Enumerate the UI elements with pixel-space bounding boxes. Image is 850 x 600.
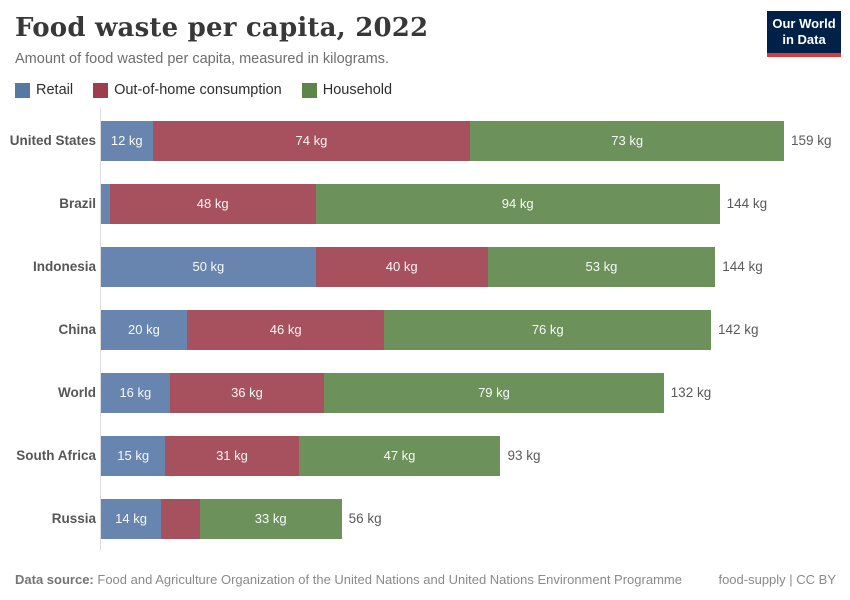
stacked-bar-chart: United States 12 kg 74 kg 73 kg 159 kg Brazil… xyxy=(0,109,850,550)
bar-total-label: 132 kg xyxy=(670,385,712,400)
bar-value-label: 46 kg xyxy=(269,322,302,337)
country-label: Russia xyxy=(51,511,96,526)
owid-logo: Our World in Data xyxy=(767,11,841,57)
bar-segment-household: 73 kg xyxy=(470,120,784,161)
legend-item-retail: Retail xyxy=(15,82,73,98)
bar-segment-retail: 12 kg xyxy=(101,120,153,161)
bar-value-label: 20 kg xyxy=(128,322,160,337)
bar-segment-household: 76 kg xyxy=(384,309,711,350)
bar-value-label: 14 kg xyxy=(115,511,147,526)
bar-segment-household: 94 kg xyxy=(315,183,720,224)
chart-legend: Retail Out-of-home consumption Household xyxy=(15,82,392,98)
bar-segment-out-of-home-consumption: 31 kg xyxy=(165,435,299,476)
legend-item-out-of-home-consumption: Out-of-home consumption xyxy=(93,82,282,98)
bar-value-label: 53 kg xyxy=(585,259,618,274)
legend-label: Household xyxy=(322,82,393,98)
bar-segment-out-of-home-consumption xyxy=(161,498,200,539)
bar-segment-out-of-home-consumption: 36 kg xyxy=(169,372,325,413)
chart-row-world: World 16 kg 36 kg 79 kg 132 kg xyxy=(0,361,850,424)
bar-value-label: 74 kg xyxy=(295,133,328,148)
bar-value-label: 50 kg xyxy=(192,259,225,274)
bar-segment-household: 79 kg xyxy=(324,372,664,413)
data-source-label: Data source: xyxy=(15,572,94,587)
page-title: Food waste per capita, 2022 xyxy=(15,13,429,43)
bar-total-label: 142 kg xyxy=(717,322,759,337)
owid-logo-line1: Our World xyxy=(772,16,836,31)
stacked-bar: 15 kg 31 kg 47 kg xyxy=(101,435,501,476)
data-source-text: Data source: Food and Agriculture Organi… xyxy=(15,572,682,587)
bar-segment-household: 33 kg xyxy=(199,498,342,539)
bar-total-label: 93 kg xyxy=(507,448,541,463)
bar-total-label: 56 kg xyxy=(348,511,382,526)
y-axis-line xyxy=(100,108,101,550)
bar-segment-out-of-home-consumption: 40 kg xyxy=(315,246,488,287)
bar-segment-out-of-home-consumption: 46 kg xyxy=(186,309,385,350)
stacked-bar: 14 kg 33 kg xyxy=(101,498,342,539)
stacked-bar: 20 kg 46 kg 76 kg xyxy=(101,309,711,350)
bar-segment-out-of-home-consumption: 48 kg xyxy=(109,183,316,224)
bar-value-label: 33 kg xyxy=(254,511,287,526)
bar-value-label: 48 kg xyxy=(196,196,229,211)
country-label: World xyxy=(58,385,96,400)
chart-row-brazil: Brazil 48 kg 94 kg 144 kg xyxy=(0,172,850,235)
legend-swatch-out-of-home-consumption xyxy=(93,82,109,98)
country-label: China xyxy=(58,322,96,337)
bar-value-label: 36 kg xyxy=(231,385,263,400)
bar-total-label: 144 kg xyxy=(726,196,768,211)
data-source-value: Food and Agriculture Organization of the… xyxy=(97,572,682,587)
chart-row-indonesia: Indonesia 50 kg 40 kg 53 kg 144 kg xyxy=(0,235,850,298)
country-label: Brazil xyxy=(59,196,96,211)
bar-segment-out-of-home-consumption: 74 kg xyxy=(152,120,471,161)
chart-row-russia: Russia 14 kg 33 kg 56 kg xyxy=(0,487,850,550)
chart-subtitle: Amount of food wasted per capita, measur… xyxy=(15,51,389,67)
legend-swatch-household xyxy=(301,82,317,98)
bar-value-label: 76 kg xyxy=(531,322,564,337)
chart-row-south-africa: South Africa 15 kg 31 kg 47 kg 93 kg xyxy=(0,424,850,487)
country-label: United States xyxy=(9,133,96,148)
bar-segment-retail: 50 kg xyxy=(101,246,316,287)
bar-value-label: 31 kg xyxy=(216,448,248,463)
legend-swatch-retail xyxy=(15,82,30,98)
country-label: Indonesia xyxy=(32,259,96,274)
stacked-bar: 48 kg 94 kg xyxy=(101,183,720,224)
bar-segment-retail: 20 kg xyxy=(101,309,187,350)
bar-value-label: 79 kg xyxy=(478,385,510,400)
bar-value-label: 47 kg xyxy=(383,448,416,463)
chart-footer: Data source: Food and Agriculture Organi… xyxy=(15,572,836,587)
bar-value-label: 40 kg xyxy=(385,259,418,274)
stacked-bar: 50 kg 40 kg 53 kg xyxy=(101,246,716,287)
bar-segment-retail: 15 kg xyxy=(101,435,166,476)
owid-logo-line2: in Data xyxy=(782,32,826,48)
country-label: South Africa xyxy=(16,448,96,463)
stacked-bar: 12 kg 74 kg 73 kg xyxy=(101,120,784,161)
legend-item-household: Household xyxy=(301,82,393,98)
bar-segment-household: 53 kg xyxy=(487,246,716,287)
bar-segment-household: 47 kg xyxy=(298,435,501,476)
bar-value-label: 94 kg xyxy=(501,196,534,211)
legend-label: Retail xyxy=(36,82,74,98)
chart-row-china: China 20 kg 46 kg 76 kg 142 kg xyxy=(0,298,850,361)
bar-total-label: 144 kg xyxy=(722,259,763,274)
bar-value-label: 16 kg xyxy=(119,385,152,400)
bar-value-label: 15 kg xyxy=(117,448,150,463)
bar-segment-retail: 16 kg xyxy=(101,372,170,413)
license-credit: food-supply | CC BY xyxy=(718,572,836,587)
bar-value-label: 12 kg xyxy=(110,133,143,148)
bar-value-label: 73 kg xyxy=(611,133,644,148)
chart-row-united-states: United States 12 kg 74 kg 73 kg 159 kg xyxy=(0,109,850,172)
bar-total-label: 159 kg xyxy=(790,133,832,148)
legend-label: Out-of-home consumption xyxy=(114,82,282,98)
bar-segment-retail xyxy=(101,183,110,224)
bar-segment-retail: 14 kg xyxy=(101,498,162,539)
stacked-bar: 16 kg 36 kg 79 kg xyxy=(101,372,664,413)
